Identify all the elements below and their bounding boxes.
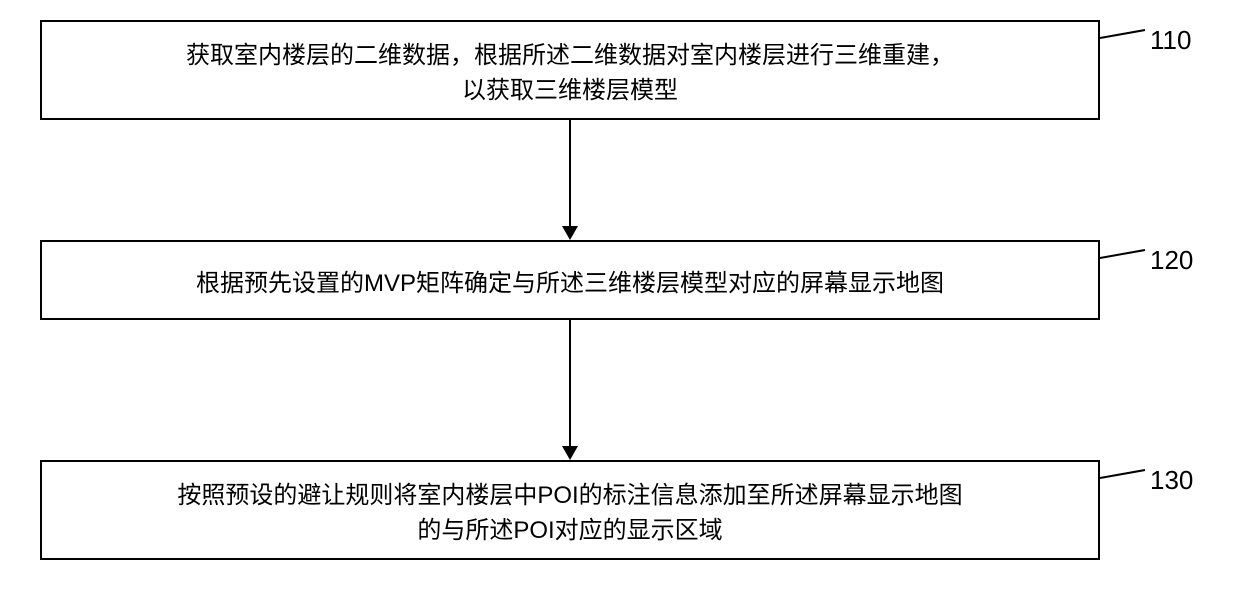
leader-130	[1100, 470, 1145, 478]
arrow-2-line	[569, 320, 571, 446]
step-text-110: 获取室内楼层的二维数据，根据所述二维数据对室内楼层进行三维重建， 以获取三维楼层…	[186, 35, 954, 105]
step-box-120: 根据预先设置的MVP矩阵确定与所述三维楼层模型对应的屏幕显示地图	[40, 240, 1100, 320]
step-text-120: 根据预先设置的MVP矩阵确定与所述三维楼层模型对应的屏幕显示地图	[196, 263, 944, 298]
arrow-2-head	[562, 446, 578, 460]
arrow-1-line	[569, 120, 571, 226]
step-label-120: 120	[1150, 245, 1193, 276]
step-box-130: 按照预设的避让规则将室内楼层中POI的标注信息添加至所述屏幕显示地图 的与所述P…	[40, 460, 1100, 560]
step-text-130: 按照预设的避让规则将室内楼层中POI的标注信息添加至所述屏幕显示地图 的与所述P…	[177, 475, 962, 545]
leader-110	[1100, 30, 1145, 38]
step-label-110: 110	[1150, 25, 1191, 56]
leader-120	[1100, 250, 1145, 258]
arrow-1-head	[562, 226, 578, 240]
step-box-110: 获取室内楼层的二维数据，根据所述二维数据对室内楼层进行三维重建， 以获取三维楼层…	[40, 20, 1100, 120]
step-label-130: 130	[1150, 465, 1193, 496]
